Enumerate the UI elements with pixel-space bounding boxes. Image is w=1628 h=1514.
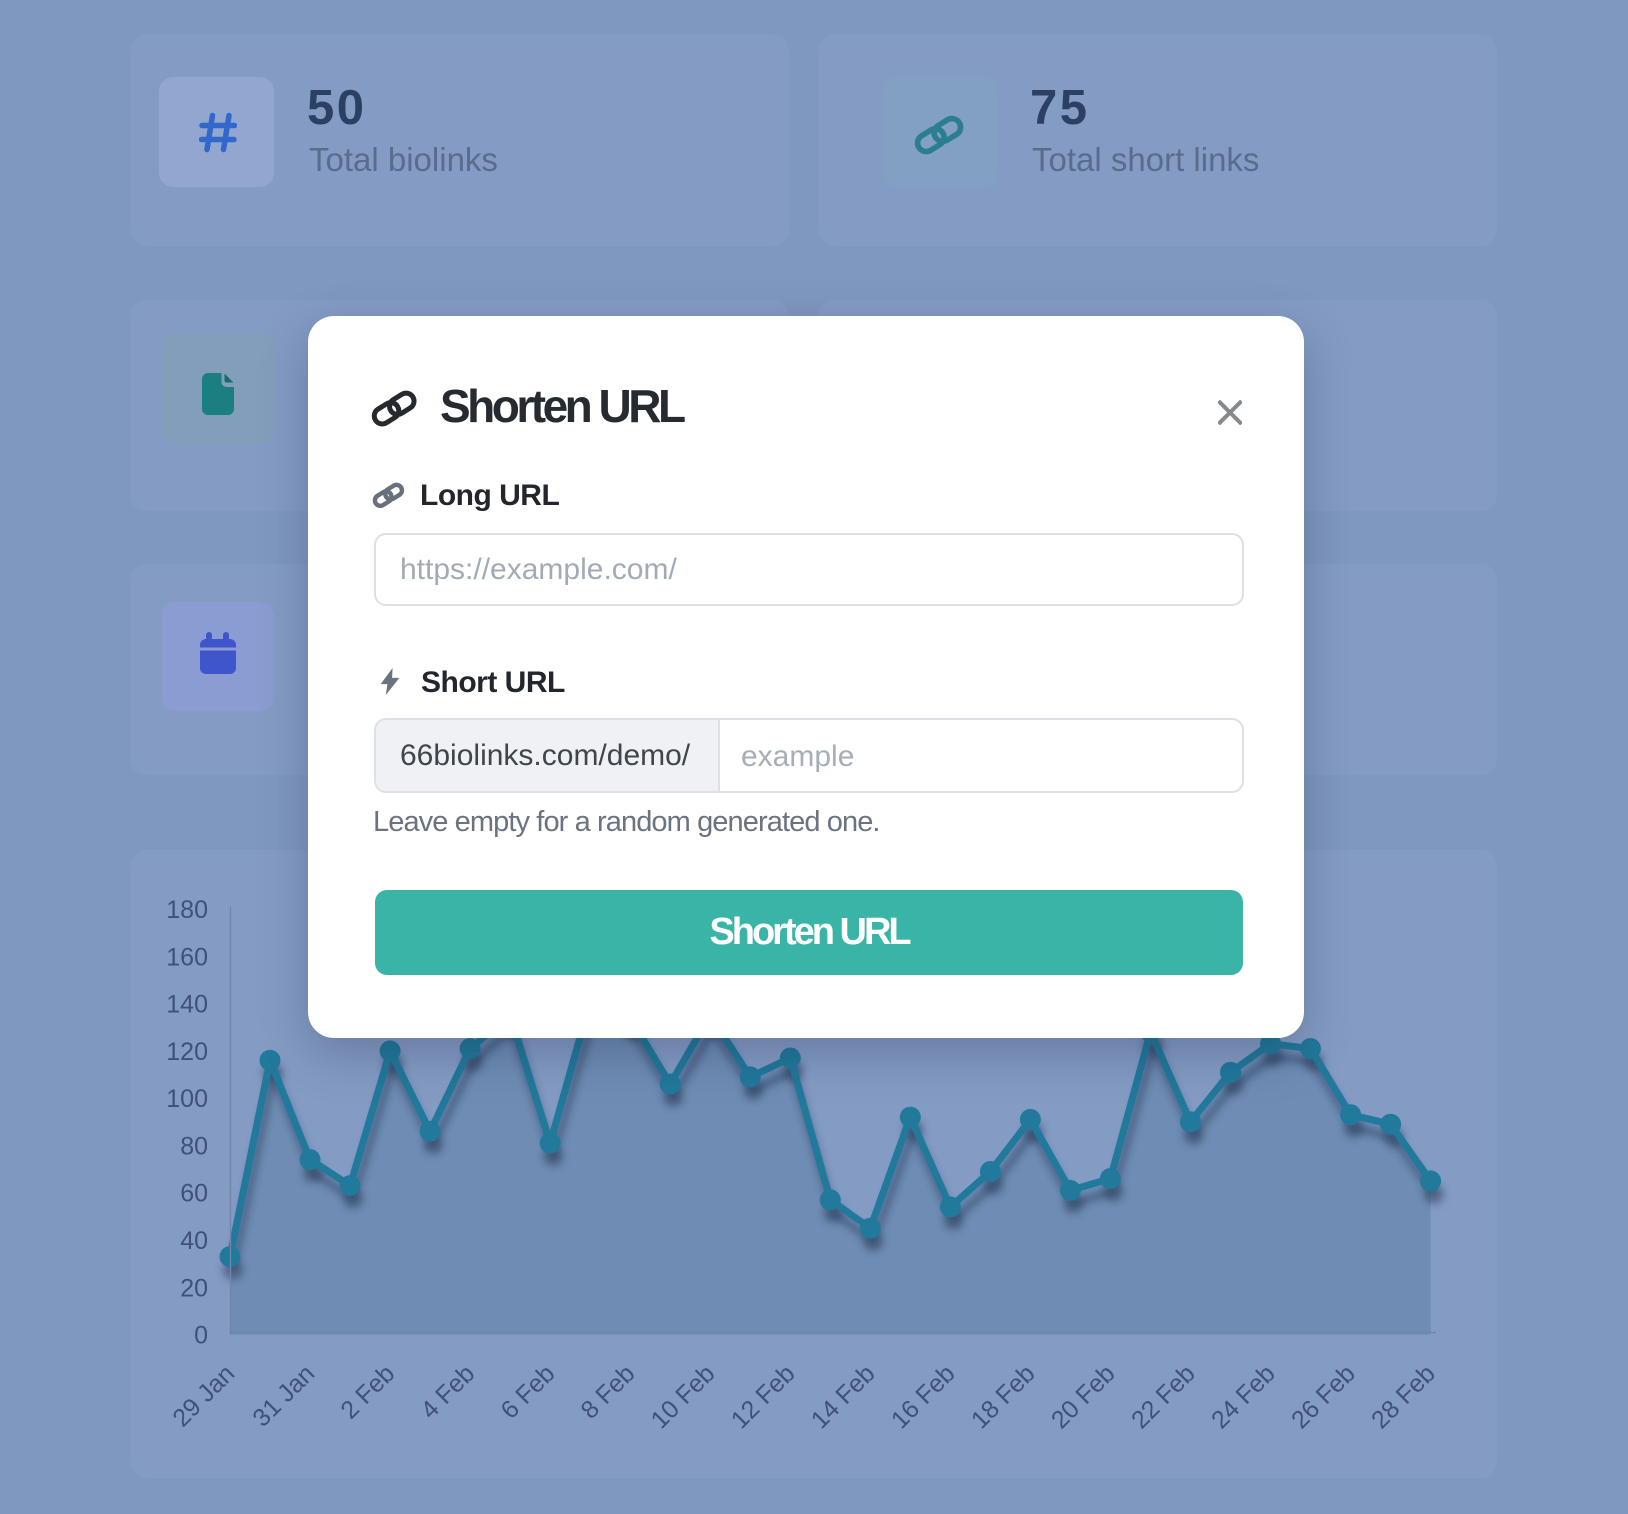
svg-text:28 Feb: 28 Feb xyxy=(1366,1359,1441,1434)
svg-text:80: 80 xyxy=(180,1132,208,1160)
svg-text:0: 0 xyxy=(194,1322,208,1350)
svg-text:22 Feb: 22 Feb xyxy=(1126,1359,1201,1434)
svg-text:10 Feb: 10 Feb xyxy=(646,1359,721,1434)
svg-text:20 Feb: 20 Feb xyxy=(1046,1359,1121,1434)
svg-text:12 Feb: 12 Feb xyxy=(726,1359,801,1434)
svg-text:26 Feb: 26 Feb xyxy=(1286,1359,1361,1434)
svg-text:14 Feb: 14 Feb xyxy=(806,1359,881,1434)
svg-text:20: 20 xyxy=(180,1274,208,1302)
svg-text:180: 180 xyxy=(166,896,208,924)
svg-text:120: 120 xyxy=(166,1038,208,1066)
svg-text:24 Feb: 24 Feb xyxy=(1206,1359,1281,1434)
svg-text:8 Feb: 8 Feb xyxy=(575,1359,640,1424)
svg-text:160: 160 xyxy=(166,943,208,971)
svg-text:6 Feb: 6 Feb xyxy=(495,1359,560,1424)
svg-text:18 Feb: 18 Feb xyxy=(966,1359,1041,1434)
svg-text:16 Feb: 16 Feb xyxy=(886,1359,961,1434)
svg-text:4 Feb: 4 Feb xyxy=(415,1359,480,1424)
svg-text:60: 60 xyxy=(180,1180,208,1208)
svg-text:2 Feb: 2 Feb xyxy=(335,1359,400,1424)
svg-text:40: 40 xyxy=(180,1227,208,1255)
svg-text:100: 100 xyxy=(166,1085,208,1113)
svg-text:31 Jan: 31 Jan xyxy=(247,1359,320,1432)
svg-text:140: 140 xyxy=(166,991,208,1019)
svg-text:29 Jan: 29 Jan xyxy=(167,1359,240,1432)
